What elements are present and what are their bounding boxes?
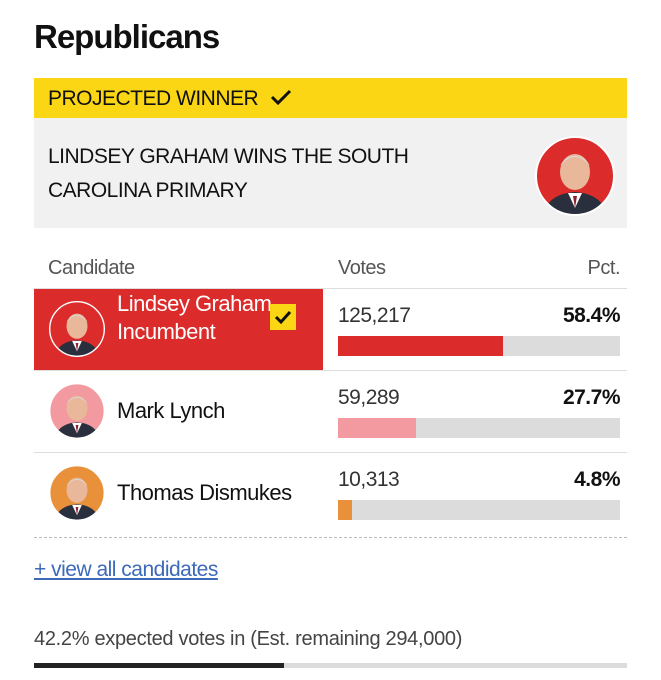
candidate-note: Incumbent xyxy=(117,319,216,344)
section-title: Republicans xyxy=(34,18,220,55)
check-icon xyxy=(274,310,292,325)
row-divider xyxy=(34,452,627,453)
vote-bar xyxy=(338,500,352,520)
bar-track xyxy=(338,418,620,438)
avatar xyxy=(49,465,105,521)
winner-banner: PROJECTED WINNER xyxy=(34,78,627,118)
vote-bar xyxy=(338,418,417,438)
avatar xyxy=(49,383,105,439)
winner-check xyxy=(270,304,296,330)
check-icon xyxy=(270,89,291,106)
candidate-name: Mark Lynch xyxy=(117,398,225,423)
avatar xyxy=(49,301,105,357)
col-header: Votes xyxy=(338,257,386,279)
votes: 59,289 xyxy=(338,386,400,409)
pct: 58.4% xyxy=(562,304,621,327)
col-header: Candidate xyxy=(48,257,135,279)
row-divider xyxy=(34,370,627,371)
col-header: Pct. xyxy=(587,257,621,279)
progress-bar xyxy=(34,663,285,668)
headline: LINDSEY GRAHAM WINS THE SOUTH CAROLINA P… xyxy=(48,145,409,202)
dashed-divider xyxy=(34,537,627,538)
bar-track xyxy=(338,500,620,520)
pct: 4.8% xyxy=(574,468,620,491)
footer-text: 42.2% expected votes in (Est. remaining … xyxy=(34,628,463,650)
candidate-name: Lindsey Graham xyxy=(117,291,272,316)
avatar-wrap xyxy=(49,383,105,444)
avatar-wrap xyxy=(49,465,105,526)
progress-track xyxy=(34,663,627,668)
avatar-wrap xyxy=(49,301,105,362)
view-all-link[interactable]: + view all candidates xyxy=(34,558,218,581)
row-divider xyxy=(34,288,627,289)
pct: 27.7% xyxy=(562,386,621,409)
bar-track xyxy=(338,336,620,356)
votes: 10,313 xyxy=(338,468,400,491)
vote-bar xyxy=(338,336,503,356)
winner-photo xyxy=(535,136,615,221)
candidate-name: Thomas Dismukes xyxy=(117,480,292,505)
banner-box xyxy=(34,118,627,228)
banner-label-text: PROJECTED WINNER xyxy=(48,87,259,110)
banner-label: PROJECTED WINNER xyxy=(48,87,292,111)
votes: 125,217 xyxy=(338,304,411,327)
avatar xyxy=(535,136,615,216)
